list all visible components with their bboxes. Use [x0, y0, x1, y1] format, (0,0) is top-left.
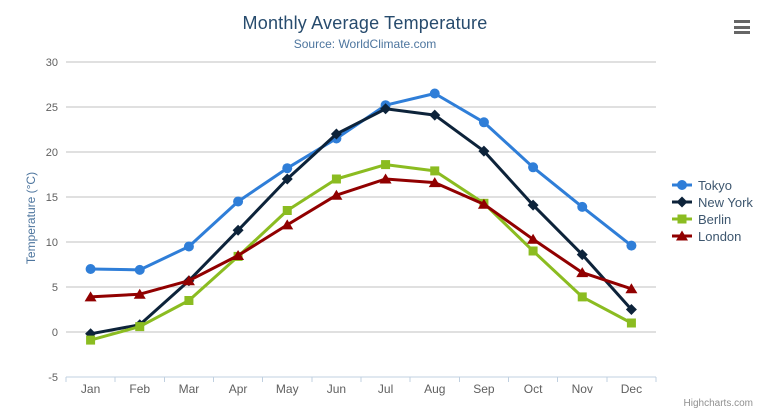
series-berlin[interactable]: [86, 160, 636, 345]
svg-text:Jun: Jun: [327, 382, 346, 396]
series-new-york[interactable]: [85, 103, 637, 340]
y-axis-title: Temperature (°C): [24, 171, 38, 265]
hamburger-icon: [734, 20, 750, 23]
svg-text:30: 30: [46, 57, 58, 69]
svg-text:10: 10: [46, 237, 58, 249]
gridlines: [66, 61, 656, 378]
highcharts-credits-link[interactable]: Highcharts.com: [683, 398, 753, 409]
svg-text:Aug: Aug: [424, 382, 445, 396]
legend-label: Tokyo: [698, 177, 732, 193]
new-york-line-marker-icon: [672, 196, 692, 208]
x-axis: [65, 376, 657, 382]
svg-text:0: 0: [52, 327, 58, 339]
svg-text:Dec: Dec: [621, 382, 642, 396]
hamburger-icon: [734, 25, 750, 29]
legend-item-london[interactable]: London: [671, 228, 753, 244]
svg-text:Jan: Jan: [81, 382, 100, 396]
legend-label: London: [698, 228, 742, 244]
tokyo-line-marker-icon: [672, 180, 692, 190]
chart-title: Monthly Average Temperature: [242, 13, 488, 33]
series-tokyo[interactable]: [85, 88, 637, 275]
svg-text:Feb: Feb: [129, 382, 150, 396]
svg-text:Mar: Mar: [179, 382, 200, 396]
svg-text:Jul: Jul: [378, 382, 393, 396]
legend-item-tokyo[interactable]: Tokyo: [671, 177, 753, 193]
berlin-line-marker-icon: [672, 214, 692, 224]
svg-text:Nov: Nov: [572, 382, 593, 396]
svg-text:20: 20: [46, 147, 58, 159]
chart-subtitle: Source: WorldClimate.com: [293, 37, 437, 51]
legend-label: Berlin: [698, 211, 732, 227]
svg-text:Apr: Apr: [229, 382, 248, 396]
svg-text:25: 25: [46, 102, 58, 114]
legend: Tokyo New York Berlin London: [671, 177, 753, 245]
legend-label: New York: [698, 194, 753, 210]
x-axis-labels: Jan Feb Mar Apr May Jun Jul Aug Sep Oct Nov Dec: [81, 382, 642, 396]
legend-item-berlin[interactable]: Berlin: [671, 211, 753, 227]
hamburger-icon: [734, 31, 750, 34]
svg-text:5: 5: [52, 282, 58, 294]
svg-text:Sep: Sep: [473, 382, 495, 396]
legend-item-new-york[interactable]: New York: [671, 194, 753, 210]
svg-text:Oct: Oct: [524, 382, 543, 396]
y-axis-labels: -5 0 5 10 15 20 25 30: [46, 57, 58, 384]
svg-text:15: 15: [46, 192, 58, 204]
svg-text:-5: -5: [48, 372, 58, 384]
london-line-marker-icon: [672, 230, 692, 241]
svg-text:May: May: [276, 382, 299, 396]
series-london[interactable]: [84, 173, 638, 302]
export-menu-button[interactable]: [734, 20, 752, 34]
